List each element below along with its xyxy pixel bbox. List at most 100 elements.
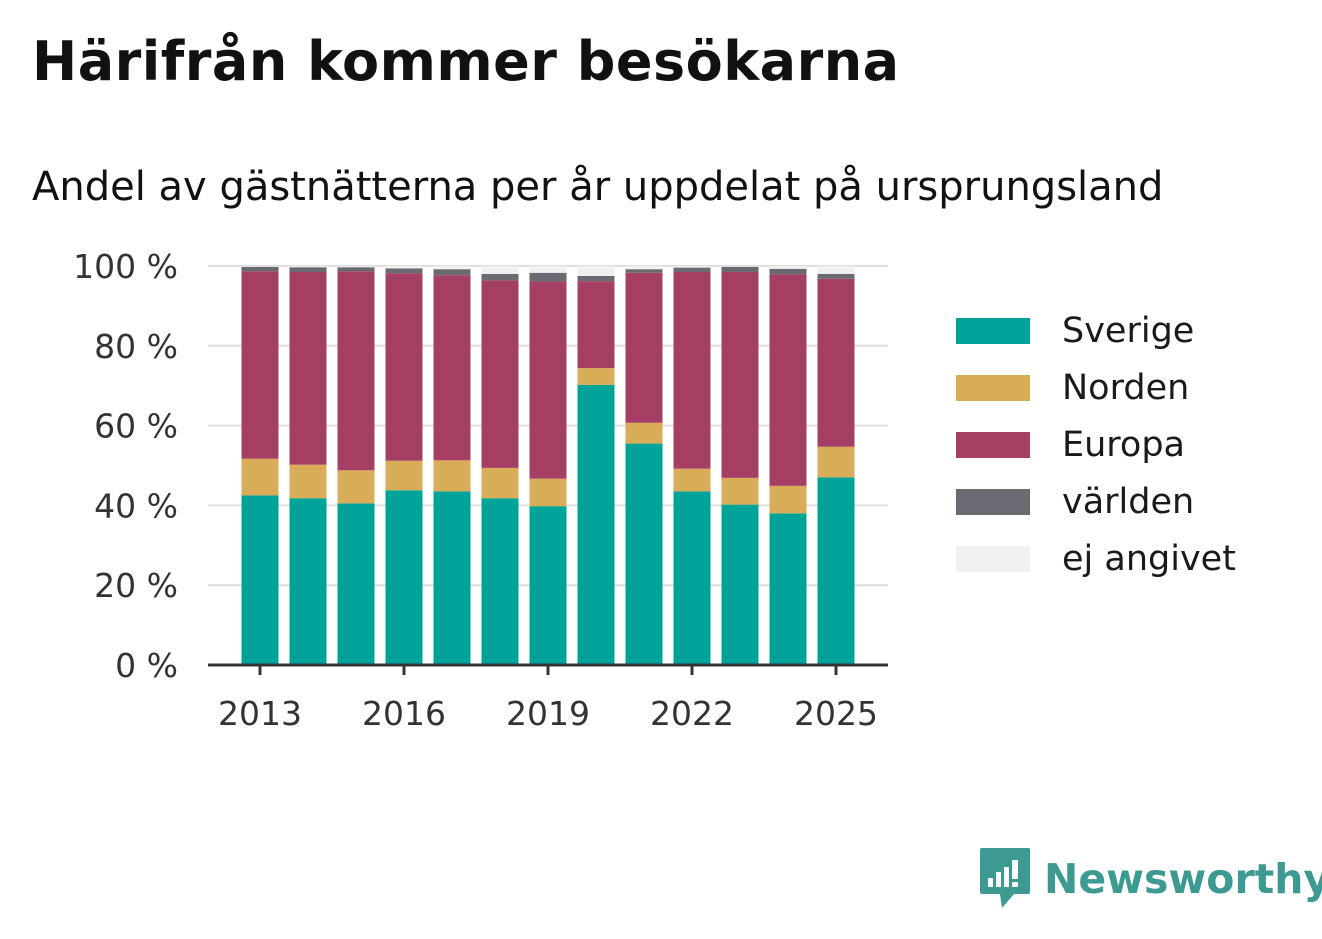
bar-segment xyxy=(433,266,471,270)
bar-segment xyxy=(481,280,519,468)
bar-segment xyxy=(481,467,519,499)
x-tick-label: 2016 xyxy=(362,694,446,733)
bar-segment xyxy=(385,266,423,269)
legend-item: Sverige xyxy=(956,302,1236,359)
bar-segment xyxy=(817,278,855,447)
bar-segment xyxy=(433,275,471,461)
bar-segment xyxy=(721,271,759,478)
newsworthy-logo-icon xyxy=(980,848,1030,908)
bar-segment xyxy=(769,266,807,269)
y-tick-label: 60 % xyxy=(94,407,178,446)
bar-segment xyxy=(721,504,759,665)
legend-label: ej angivet xyxy=(1062,538,1236,579)
legend-swatch xyxy=(956,545,1030,572)
bar-segment xyxy=(385,273,423,461)
bar-segment xyxy=(289,271,327,465)
bar-segment xyxy=(481,273,519,281)
bar-segment xyxy=(385,460,423,491)
bar-segment xyxy=(625,272,663,423)
bar-segment xyxy=(241,458,279,496)
bar-segment xyxy=(529,266,567,273)
y-tick-label: 20 % xyxy=(94,566,178,605)
bar-segment xyxy=(625,443,663,665)
x-tick-label: 2022 xyxy=(650,694,734,733)
bar-segment xyxy=(289,267,327,272)
bar-segment xyxy=(577,368,615,385)
bar-segment xyxy=(433,491,471,665)
brand-logo: Newsworthy xyxy=(980,848,1322,910)
legend-swatch xyxy=(956,317,1030,344)
bar-segment xyxy=(673,267,711,272)
bar-segment xyxy=(433,269,471,276)
bar-segment xyxy=(577,266,615,276)
bar-segment xyxy=(577,384,615,665)
bar-segment xyxy=(481,498,519,665)
bar-segment xyxy=(241,271,279,459)
bar-segment xyxy=(337,503,375,665)
bar-segment xyxy=(817,477,855,665)
bar-segment xyxy=(769,274,807,486)
bar-segment xyxy=(289,464,327,499)
legend-label: världen xyxy=(1062,481,1195,522)
legend-label: Norden xyxy=(1062,367,1190,408)
bar-segment xyxy=(529,478,567,507)
bar-segment xyxy=(817,273,855,279)
bar-segment xyxy=(769,268,807,275)
bar-segment xyxy=(529,506,567,665)
legend-swatch xyxy=(956,431,1030,458)
x-tick-label: 2019 xyxy=(506,694,590,733)
x-tick-label: 2013 xyxy=(218,694,302,733)
bar-segment xyxy=(529,281,567,479)
bar-segment xyxy=(337,470,375,504)
y-tick-label: 0 % xyxy=(115,646,178,685)
bar-segment xyxy=(433,460,471,492)
bar-segment xyxy=(769,513,807,665)
legend-item: ej angivet xyxy=(956,530,1236,587)
bar-segment xyxy=(673,271,711,469)
bar-segment xyxy=(625,266,663,270)
bar-segment xyxy=(721,266,759,272)
bar-segment xyxy=(337,267,375,272)
bar-segment xyxy=(337,271,375,471)
bar-segment xyxy=(385,490,423,665)
bar-stacks xyxy=(241,266,855,665)
bar-segment xyxy=(673,468,711,492)
axes: 0 % 20 % 40 % 60 % 80 % 100 % 2013 2016 2019 2022… xyxy=(73,247,888,733)
bar-segment xyxy=(769,485,807,514)
bar-segment xyxy=(817,446,855,478)
chart-title: Härifrån kommer besökarna xyxy=(32,30,900,93)
bar-segment xyxy=(625,422,663,444)
legend-swatch xyxy=(956,374,1030,401)
chart-subtitle: Andel av gästnätterna per år uppdelat på… xyxy=(32,164,1164,210)
legend: Sverige Norden Europa världen ej angivet xyxy=(956,302,1236,587)
legend-swatch xyxy=(956,488,1030,515)
bar-segment xyxy=(673,266,711,268)
bar-segment xyxy=(289,266,327,268)
legend-item: Europa xyxy=(956,416,1236,473)
legend-item: världen xyxy=(956,473,1236,530)
bar-segment xyxy=(481,266,519,274)
bar-segment xyxy=(721,477,759,505)
legend-item: Norden xyxy=(956,359,1236,416)
bar-segment xyxy=(337,266,375,268)
legend-label: Sverige xyxy=(1062,310,1195,351)
bar-segment xyxy=(817,266,855,274)
bar-segment xyxy=(241,266,279,267)
bar-segment xyxy=(289,498,327,665)
brand-name: Newsworthy xyxy=(1044,855,1322,903)
bar-segment xyxy=(673,491,711,665)
bar-segment xyxy=(529,272,567,282)
bar-segment xyxy=(385,268,423,274)
x-tick-label: 2025 xyxy=(794,694,878,733)
y-tick-label: 100 % xyxy=(73,247,178,286)
y-tick-label: 80 % xyxy=(94,327,178,366)
bar-segment xyxy=(625,269,663,273)
bar-segment xyxy=(577,275,615,282)
bar-segment xyxy=(577,281,615,369)
bar-segment xyxy=(241,495,279,665)
bar-segment xyxy=(241,266,279,272)
bar-segment xyxy=(721,266,759,267)
legend-label: Europa xyxy=(1062,424,1185,465)
y-tick-label: 40 % xyxy=(94,486,178,525)
